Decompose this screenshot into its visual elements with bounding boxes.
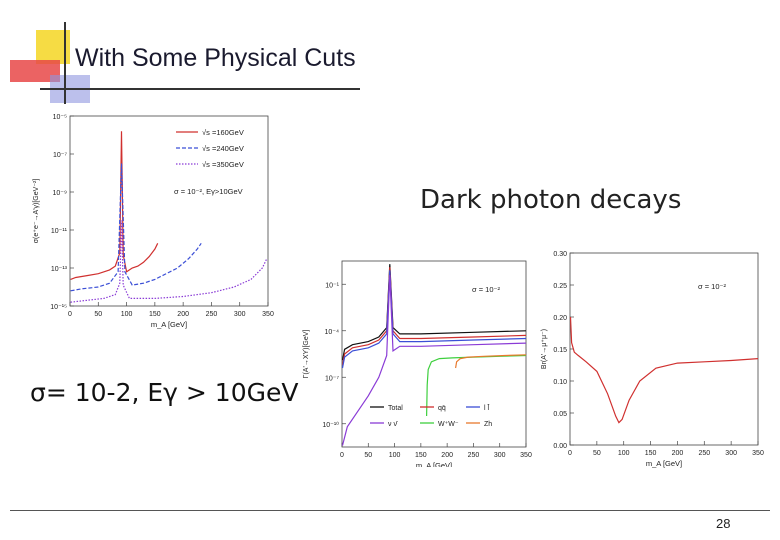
legend-label: √s =350GeV: [202, 160, 244, 169]
legend-label: √s =160GeV: [202, 128, 244, 137]
x-tick-label: 300: [725, 450, 737, 457]
x-tick-label: 150: [149, 311, 161, 318]
x-axis-label: m_A [GeV]: [646, 459, 682, 468]
y-tick-label: 0.10: [553, 379, 567, 386]
series-line: [341, 267, 527, 366]
y-tick-label: 10⁻¹³: [51, 266, 68, 273]
x-tick-label: 200: [177, 311, 189, 318]
plot-frame: [569, 252, 759, 446]
y-tick-label: 10⁻¹⁵: [50, 304, 67, 311]
legend-label: W⁺W⁻: [438, 421, 459, 428]
y-tick-label: 0.20: [553, 315, 567, 322]
chart-annotation: σ = 10⁻², Eγ>10GeV: [174, 187, 243, 196]
cross-section-chart: 0 50 100 150 200 250 300 350 10⁻⁵ 10⁻⁷ 10⁻⁹ 10⁻¹¹ 10…: [33, 114, 274, 329]
y-tick-label: 0.00: [553, 443, 567, 450]
x-tick-label: 100: [618, 450, 630, 457]
x-tick-label: 200: [672, 450, 684, 457]
x-axis-label: m_A [GeV]: [151, 320, 187, 329]
y-axis-label: Γ(A'→XY)[GeV]: [303, 330, 310, 379]
x-tick-label: 250: [698, 450, 710, 457]
plot-frame: [69, 115, 269, 307]
x-tick-label: 350: [752, 450, 764, 457]
y-tick-label: 10⁻¹¹: [51, 228, 68, 235]
x-tick-label: 100: [121, 311, 133, 318]
chart-annotation: σ = 10⁻²: [472, 285, 500, 294]
decor-horizontal-line: [40, 88, 360, 90]
x-tick-label: 250: [206, 311, 218, 318]
slide-title: With Some Physical Cuts: [75, 44, 356, 72]
legend-label: Zh: [484, 421, 492, 428]
x-tick-label: 350: [262, 311, 274, 318]
x-tick-label: 250: [468, 452, 480, 459]
plot-frame: [341, 260, 527, 448]
x-tick-label: 50: [593, 450, 601, 457]
y-tick-label: 10⁻⁷: [53, 152, 67, 159]
series-line: [455, 354, 527, 369]
series-line: [341, 274, 527, 446]
decor-vertical-line: [64, 22, 66, 104]
y-axis-label: σ(e⁺e⁻→A'γ)[GeV⁻²]: [33, 179, 40, 244]
legend-label: qq̄: [438, 405, 446, 412]
y-tick-label: 10⁻⁵: [53, 114, 67, 121]
y-axis-label: Br(A'→μ⁺μ⁻): [541, 329, 548, 369]
x-tick-label: 0: [568, 450, 572, 457]
legend-label: l l̄: [484, 404, 490, 412]
legend-label: Total: [388, 405, 403, 412]
series-line: [70, 220, 268, 303]
x-tick-label: 50: [94, 311, 102, 318]
y-tick-label: 10⁻¹: [325, 282, 339, 289]
y-tick-label: 10⁻¹⁰: [322, 421, 339, 429]
y-tick-label: 0.30: [553, 251, 567, 258]
y-tick-label: 0.05: [553, 411, 567, 418]
x-tick-label: 350: [520, 452, 532, 459]
x-tick-label: 50: [364, 452, 372, 459]
branching-ratio-chart: 0 50 100 150 200 250 300 350 0.00 0.05 0.10 0.15 0.2…: [541, 251, 764, 468]
x-tick-label: 300: [494, 452, 506, 459]
legend-label: ν ν̄: [388, 421, 398, 428]
x-tick-label: 150: [415, 452, 427, 459]
y-tick-label: 10⁻⁷: [325, 375, 339, 382]
legend-label: √s =240GeV: [202, 144, 244, 153]
decor-red-square: [10, 60, 60, 82]
x-tick-label: 200: [441, 452, 453, 459]
cut-condition-text: σ= 10-2, Eγ > 10GeV: [30, 378, 299, 407]
x-tick-label: 150: [645, 450, 657, 457]
decays-heading: Dark photon decays: [420, 185, 682, 215]
series-line: [569, 316, 759, 424]
y-tick-label: 10⁻⁴: [325, 329, 340, 336]
x-tick-label: 100: [389, 452, 401, 459]
chart-annotation: σ = 10⁻²: [698, 282, 726, 291]
footer-divider: [10, 510, 770, 511]
x-tick-label: 300: [234, 311, 246, 318]
y-tick-label: 0.15: [553, 347, 567, 354]
x-axis-label: m_A [GeV]: [416, 461, 452, 467]
y-tick-label: 10⁻⁹: [53, 190, 67, 197]
page-number: 28: [716, 516, 731, 531]
y-tick-label: 0.25: [553, 283, 567, 290]
series-line: [70, 131, 159, 280]
x-tick-label: 0: [340, 452, 344, 459]
x-tick-label: 0: [68, 311, 72, 318]
series-line: [70, 163, 202, 292]
decay-width-chart: 0 50 100 150 200 250 300 350 10⁻¹ 10⁻⁴ 10⁻⁷ 10⁻¹⁰ m_…: [303, 260, 532, 467]
